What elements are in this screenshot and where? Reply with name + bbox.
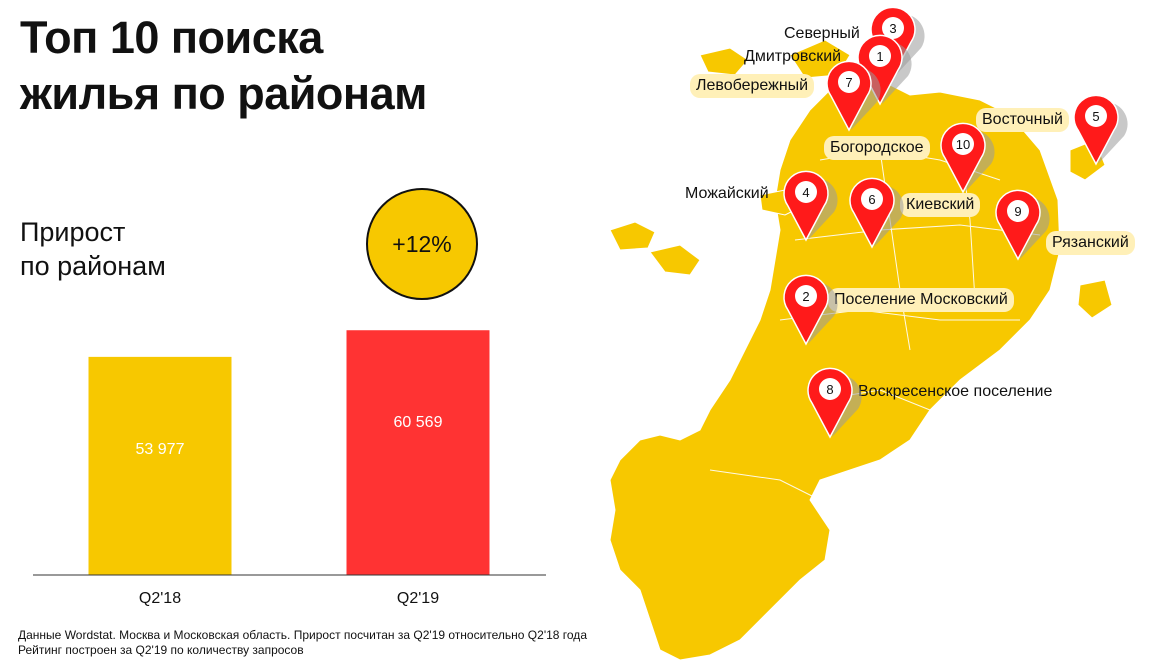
- district-label-ryazansky: Рязанский: [1046, 231, 1135, 255]
- district-label-bogorodskoe: Богородское: [824, 136, 930, 160]
- district-label-poselenie-moskovsky: Поселение Московский: [828, 288, 1014, 312]
- map-region-shapes: [609, 39, 1113, 661]
- growth-badge-value: +12%: [392, 230, 452, 257]
- page-title: Топ 10 поиска жилья по районам: [20, 10, 540, 122]
- footnote-line-1: Данные Wordstat. Москва и Московская обл…: [18, 628, 587, 642]
- moscow-map: [609, 39, 1113, 661]
- district-label-kievsky: Киевский: [900, 193, 981, 217]
- district-label-levoberezhny: Левобережный: [690, 74, 815, 98]
- district-label-vostochny: Восточный: [976, 108, 1069, 132]
- map-islet-east: [1069, 139, 1106, 181]
- bar-1: [88, 356, 232, 575]
- map-islet-southwest: [649, 244, 701, 276]
- footnote-line-2: Рейтинг построен за Q2'19 по количеству …: [18, 643, 304, 657]
- growth-badge: +12%: [366, 188, 478, 300]
- title-line-1: Топ 10 поиска: [20, 12, 323, 63]
- district-label-dmitrovsky: Дмитровский: [744, 48, 842, 65]
- bar-value-label-1: 53 977: [136, 441, 185, 458]
- map-islet-west: [609, 221, 656, 251]
- bar-value-label-2: 60 569: [394, 414, 443, 431]
- district-label-voskresenskoe: Воскресенское поселение: [858, 383, 1053, 400]
- map-main-region: [609, 79, 1061, 661]
- map-islet-northwest: [699, 47, 749, 76]
- chart-subtitle: Прирост по районам: [20, 215, 166, 283]
- subtitle-line-1: Прирост: [20, 217, 126, 247]
- footnote: Данные Wordstat. Москва и Московская обл…: [18, 628, 587, 658]
- bar-chart: 53 977 Q2'18 60 569 Q2'19: [33, 330, 546, 607]
- district-label-mozhaysky: Можайский: [685, 185, 769, 202]
- map-islet-southeast: [1077, 279, 1113, 319]
- subtitle-line-2: по районам: [20, 251, 166, 281]
- title-line-2: жилья по районам: [20, 68, 427, 119]
- bar-2: [346, 330, 490, 575]
- district-label-severny: Северный: [784, 25, 860, 42]
- x-tick-label-1: Q2'18: [139, 590, 181, 607]
- x-tick-label-2: Q2'19: [397, 590, 439, 607]
